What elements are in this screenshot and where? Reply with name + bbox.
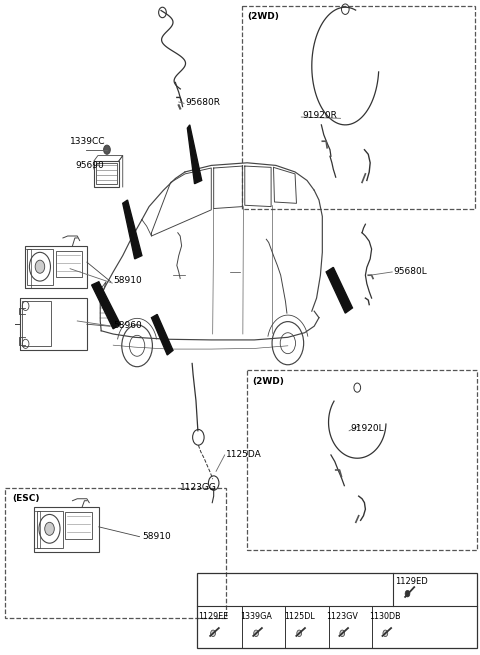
Text: 1123GV: 1123GV — [326, 612, 358, 621]
Text: 1339CC: 1339CC — [70, 137, 106, 145]
Polygon shape — [187, 125, 202, 183]
Circle shape — [35, 260, 45, 273]
Bar — [96, 164, 117, 184]
Bar — [34, 507, 99, 552]
Bar — [197, 572, 477, 648]
Text: 1130DB: 1130DB — [370, 612, 401, 621]
Text: 91920R: 91920R — [302, 111, 337, 120]
Text: 1339GA: 1339GA — [240, 612, 272, 621]
Bar — [24, 246, 87, 288]
Bar — [34, 510, 40, 548]
Text: 95680L: 95680L — [393, 267, 427, 276]
Polygon shape — [152, 314, 173, 355]
Text: 1129ED: 1129ED — [395, 577, 428, 586]
Circle shape — [211, 630, 216, 637]
Bar — [24, 249, 31, 288]
Circle shape — [405, 590, 410, 597]
Text: 95690: 95690 — [75, 161, 104, 170]
Text: 1123GG: 1123GG — [180, 483, 217, 492]
Text: (2WD): (2WD) — [252, 377, 284, 386]
Text: 58910: 58910 — [142, 532, 170, 541]
Polygon shape — [326, 267, 352, 313]
Polygon shape — [123, 200, 142, 259]
Text: (ESC): (ESC) — [12, 494, 40, 503]
Bar — [242, 6, 476, 208]
Text: 58960: 58960 — [113, 321, 142, 330]
Text: 1125DA: 1125DA — [226, 451, 262, 459]
Text: 91920L: 91920L — [350, 424, 384, 434]
Bar — [65, 512, 92, 538]
Bar — [27, 249, 53, 285]
Text: 58910: 58910 — [113, 276, 142, 285]
Bar — [5, 487, 226, 618]
Bar — [20, 298, 87, 350]
Bar — [247, 370, 477, 550]
Bar — [22, 301, 51, 346]
Text: 95680R: 95680R — [185, 98, 220, 107]
Text: 1129EE: 1129EE — [198, 612, 228, 621]
Circle shape — [297, 630, 301, 637]
Text: (2WD): (2WD) — [247, 12, 279, 22]
Bar — [56, 251, 82, 277]
Circle shape — [104, 145, 110, 155]
Bar — [94, 161, 119, 187]
Polygon shape — [92, 282, 120, 329]
Circle shape — [254, 630, 259, 637]
Circle shape — [340, 630, 345, 637]
Text: 1125DL: 1125DL — [284, 612, 314, 621]
Circle shape — [383, 630, 388, 637]
Bar — [36, 510, 63, 548]
Circle shape — [45, 522, 54, 535]
